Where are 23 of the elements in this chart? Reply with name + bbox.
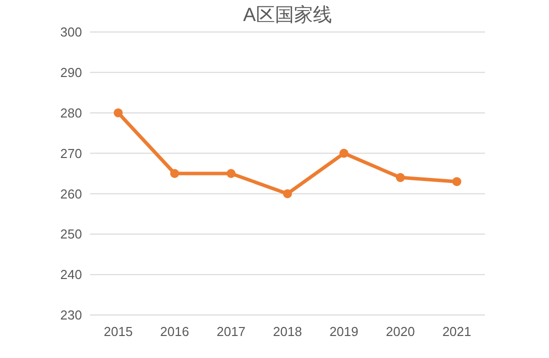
y-tick-label: 270	[60, 146, 82, 161]
x-tick-label: 2020	[386, 324, 415, 339]
y-tick-label: 250	[60, 226, 82, 242]
point	[170, 169, 180, 178]
x-tick-label: 2016	[160, 324, 190, 339]
y-tick-label: 280	[60, 105, 82, 120]
y-tick-label: 290	[60, 64, 82, 80]
x-tick-label: 2015	[104, 324, 133, 339]
chart-title: A区国家线	[243, 4, 332, 26]
point	[283, 189, 292, 198]
x-tick-label: 2018	[273, 324, 302, 339]
y-tick-label: 300	[60, 24, 82, 40]
y-tick-label: 230	[60, 308, 82, 323]
point	[226, 169, 236, 178]
point	[114, 108, 123, 118]
point	[339, 148, 348, 158]
point	[396, 173, 405, 182]
x-tick-label: 2017	[216, 324, 246, 339]
y-tick-label: 260	[60, 186, 82, 202]
point	[452, 177, 462, 186]
x-tick-label: 2019	[329, 324, 358, 339]
y-tick-label: 240	[60, 267, 82, 282]
x-tick-label: 2021	[442, 324, 472, 339]
